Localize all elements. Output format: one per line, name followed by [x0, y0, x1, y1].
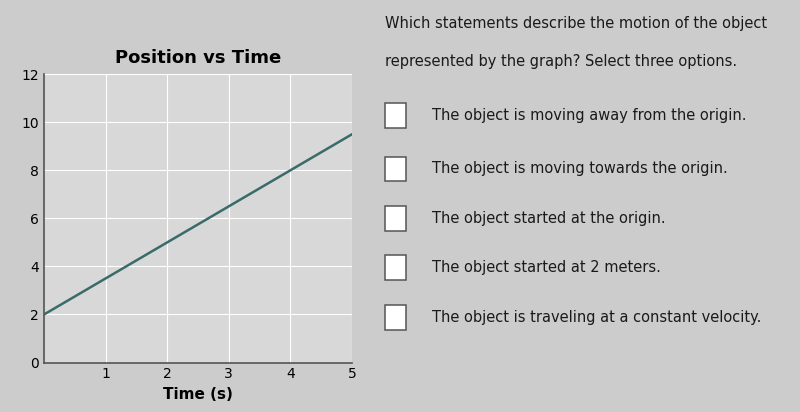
Bar: [385, 157, 406, 181]
Bar: [385, 103, 406, 128]
Bar: [385, 305, 406, 330]
Text: The object is moving away from the origin.: The object is moving away from the origi…: [432, 108, 746, 123]
Bar: [385, 255, 406, 280]
Text: The object started at the origin.: The object started at the origin.: [432, 211, 666, 226]
X-axis label: Time (s): Time (s): [163, 387, 233, 402]
Text: The object is traveling at a constant velocity.: The object is traveling at a constant ve…: [432, 310, 762, 325]
Text: represented by the graph? Select three options.: represented by the graph? Select three o…: [385, 54, 737, 68]
Title: Position vs Time: Position vs Time: [115, 49, 281, 67]
Text: Which statements describe the motion of the object: Which statements describe the motion of …: [385, 16, 767, 31]
Bar: [385, 206, 406, 231]
Text: The object started at 2 meters.: The object started at 2 meters.: [432, 260, 661, 275]
Text: The object is moving towards the origin.: The object is moving towards the origin.: [432, 162, 728, 176]
